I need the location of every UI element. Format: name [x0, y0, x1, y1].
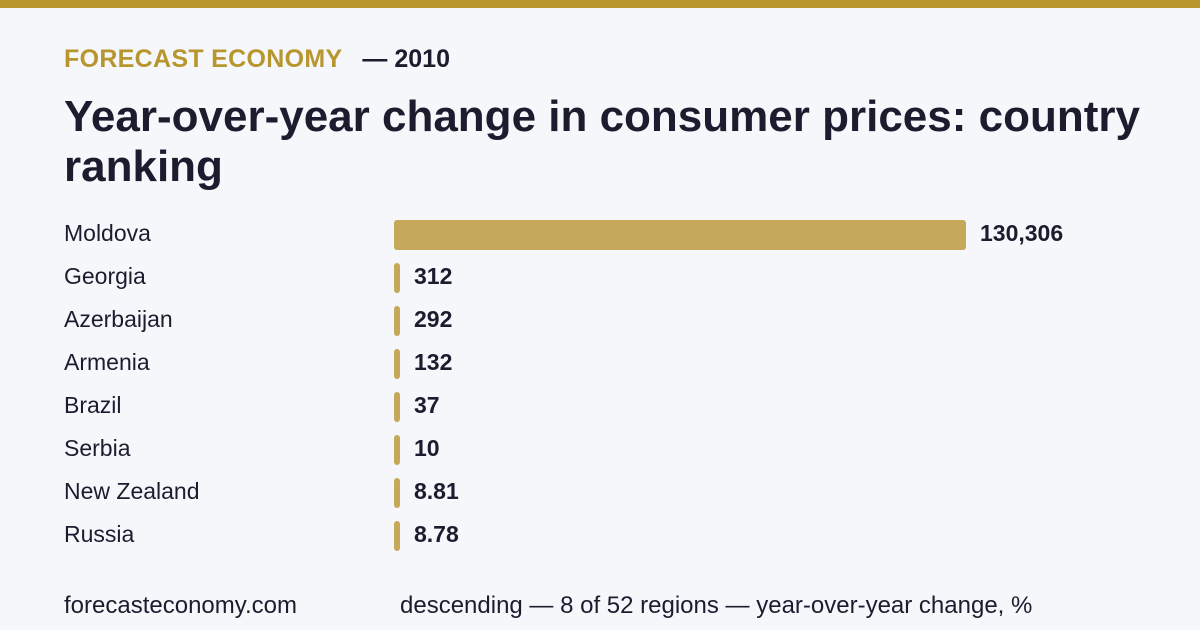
category-label: Armenia: [64, 349, 150, 375]
bar[interactable]: [394, 478, 400, 508]
bar[interactable]: [394, 306, 400, 336]
header-year: — 2010: [362, 45, 450, 73]
top-accent-bar: [0, 0, 1200, 8]
category-label: Azerbaijan: [64, 306, 173, 332]
footer-note: descending — 8 of 52 regions — year-over…: [400, 592, 1033, 619]
category-label: Brazil: [64, 392, 122, 418]
value-label: 10: [414, 435, 440, 461]
value-label: 292: [414, 306, 452, 332]
header: FORECAST ECONOMY — 2010: [64, 45, 450, 74]
category-label: Moldova: [64, 220, 151, 246]
value-label: 132: [414, 349, 452, 375]
footer-site-link[interactable]: forecasteconomy.com: [64, 592, 297, 619]
bar[interactable]: [394, 521, 400, 551]
brand-name[interactable]: FORECAST ECONOMY: [64, 45, 343, 73]
category-label: Russia: [64, 521, 135, 547]
bar[interactable]: [394, 349, 400, 379]
category-label: New Zealand: [64, 478, 200, 504]
bar[interactable]: [394, 435, 400, 465]
bar[interactable]: [394, 220, 966, 250]
value-label: 8.78: [414, 521, 459, 547]
bar[interactable]: [394, 263, 400, 293]
value-label: 130,306: [980, 220, 1063, 246]
value-label: 37: [414, 392, 440, 418]
bar[interactable]: [394, 392, 400, 422]
chart-title: Year-over-year change in consumer prices…: [64, 92, 1140, 191]
category-label: Serbia: [64, 435, 131, 461]
value-label: 312: [414, 263, 452, 289]
value-label: 8.81: [414, 478, 459, 504]
category-label: Georgia: [64, 263, 146, 289]
